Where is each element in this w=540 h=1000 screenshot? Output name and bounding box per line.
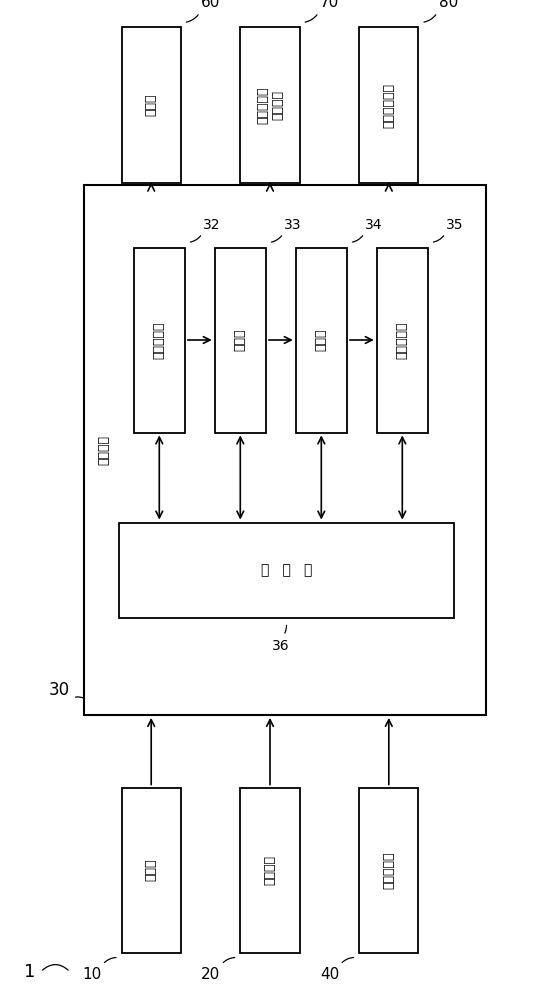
Text: 扬声器: 扬声器 (145, 94, 158, 116)
Text: 摄像头: 摄像头 (145, 859, 158, 881)
Text: 20: 20 (201, 967, 220, 982)
Bar (84, 185, 486, 715)
Text: 推定部: 推定部 (234, 329, 247, 351)
Bar (122, 788, 181, 952)
Text: 33: 33 (284, 218, 302, 232)
Text: 30: 30 (49, 681, 70, 699)
Bar (215, 247, 266, 432)
Bar (377, 247, 428, 432)
Bar (240, 788, 300, 952)
Bar (122, 27, 181, 182)
Text: 动力转向装置: 动力转向装置 (382, 83, 395, 127)
Bar (359, 27, 418, 182)
Bar (240, 27, 300, 182)
Text: 存   储   部: 存 储 部 (260, 563, 312, 577)
Text: 40: 40 (320, 967, 339, 982)
Text: 70: 70 (320, 0, 339, 10)
Text: 34: 34 (365, 218, 383, 232)
Bar (119, 522, 454, 617)
Bar (359, 788, 418, 952)
Text: 10: 10 (82, 967, 102, 982)
Text: 32: 32 (203, 218, 221, 232)
Text: 35: 35 (446, 218, 464, 232)
Text: 60: 60 (201, 0, 220, 10)
Text: 80: 80 (438, 0, 458, 10)
Text: 判定部: 判定部 (315, 329, 328, 351)
Bar (134, 247, 185, 432)
Text: 电子控制式
制动装置: 电子控制式 制动装置 (256, 86, 284, 124)
Text: 36: 36 (272, 639, 289, 652)
Text: 1: 1 (24, 963, 36, 981)
Text: 控制装置: 控制装置 (98, 435, 111, 465)
Text: 驾驶辅助部: 驾驶辅助部 (396, 321, 409, 359)
Bar (296, 247, 347, 432)
Text: 车速传感器: 车速传感器 (382, 851, 395, 889)
Text: 雷达装置: 雷达装置 (264, 855, 276, 885)
Text: 物体检测部: 物体检测部 (153, 321, 166, 359)
